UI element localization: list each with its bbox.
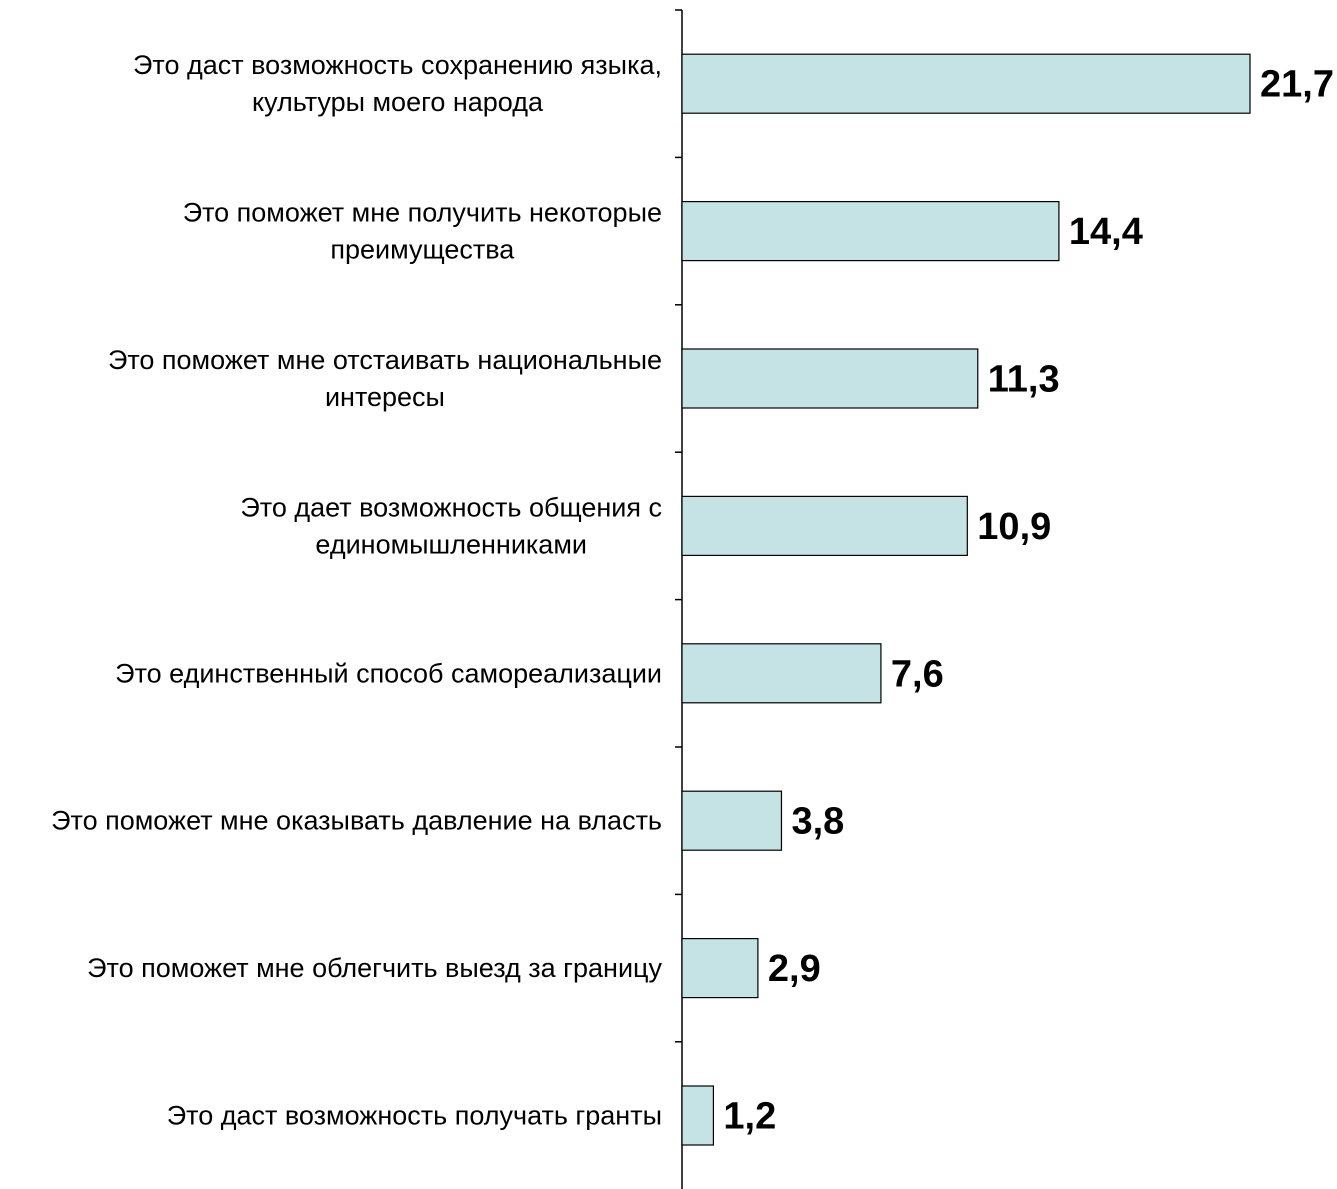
- bar: [681, 643, 882, 704]
- category-label-line: Это поможет мне получить некоторые: [183, 198, 662, 228]
- data-label: 11,3: [988, 359, 1060, 401]
- category-label: Это поможет мне получить некоторые преиму…: [183, 198, 662, 265]
- category-label-line: Это дает возможность общения с: [240, 492, 662, 522]
- category-labels: Это даст возможность сохранению языка, ку…: [51, 50, 662, 1130]
- bar: [681, 53, 1251, 114]
- bar: [681, 790, 783, 851]
- category-label: Это поможет мне облегчить выезд за грани…: [87, 953, 662, 983]
- category-label: Это даст возможность сохранению языка, ку…: [133, 50, 662, 117]
- category-label-line: единомышленниками: [315, 529, 587, 559]
- category-label-line: Это даст возможность получать гранты: [167, 1101, 662, 1131]
- category-label-line: интересы: [325, 382, 445, 412]
- category-label: Это даст возможность получать гранты: [167, 1101, 662, 1131]
- bar: [681, 937, 759, 999]
- value-labels: 21,7 14,4 11,3 10,9 7,6 3,8 2,9 1,2: [723, 64, 1334, 1138]
- axis-layer: [675, 9, 683, 1189]
- category-label: Это единственный способ самореализации: [115, 658, 662, 688]
- category-label-line: преимущества: [330, 235, 515, 265]
- data-label: 1,2: [723, 1096, 776, 1138]
- category-label: Это поможет мне оказывать давление на вл…: [51, 806, 662, 836]
- category-label-line: Это даст возможность сохранению языка,: [133, 50, 662, 80]
- category-label-line: Это поможет мне оказывать давление на вл…: [51, 806, 662, 836]
- data-label: 2,9: [768, 948, 821, 990]
- data-label: 10,9: [977, 506, 1051, 548]
- category-label-line: Это поможет мне облегчить выезд за грани…: [87, 953, 662, 983]
- category-label-line: культуры моего народа: [252, 87, 544, 117]
- bar: [681, 348, 979, 409]
- bar: [681, 495, 968, 556]
- bars-layer: [681, 53, 1251, 1146]
- category-label-line: Это единственный способ самореализации: [115, 658, 662, 688]
- data-label: 14,4: [1069, 211, 1143, 253]
- bar: [681, 1085, 715, 1146]
- data-label: 3,8: [791, 801, 844, 843]
- data-label: 21,7: [1260, 64, 1334, 106]
- bar: [681, 201, 1060, 262]
- category-label: Это дает возможность общения с единомышле…: [240, 492, 662, 559]
- category-label-line: Это поможет мне отстаивать национальные: [108, 345, 662, 375]
- data-label: 7,6: [891, 653, 944, 695]
- category-label: Это поможет мне отстаивать национальные и…: [108, 345, 662, 412]
